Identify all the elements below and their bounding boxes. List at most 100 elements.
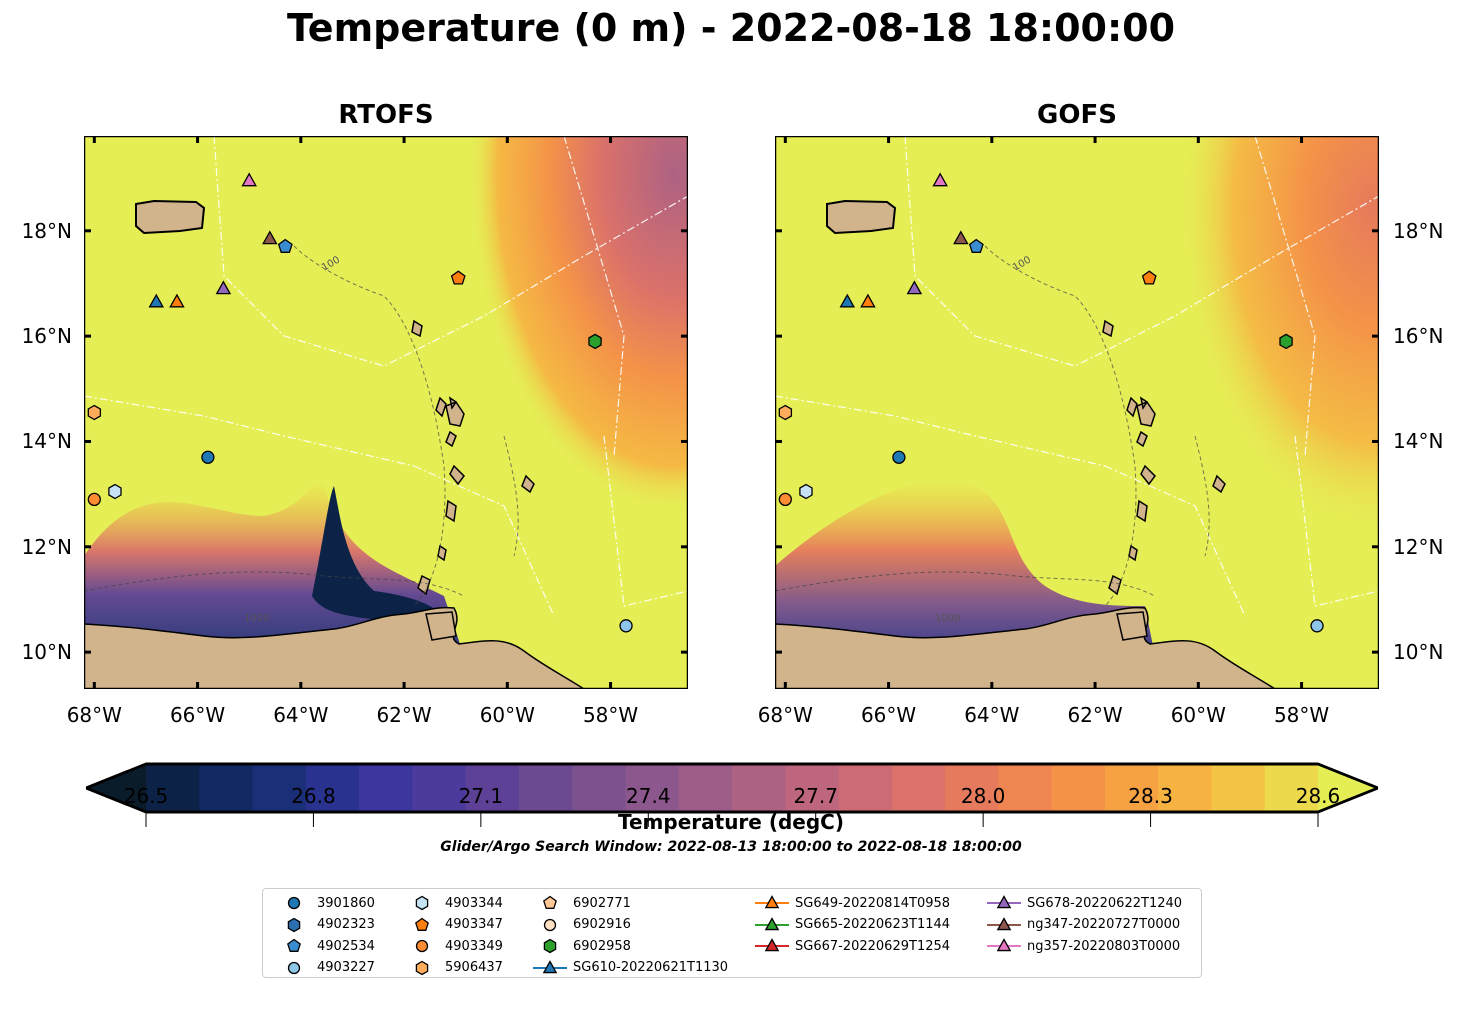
lon-tick-label: 62°W: [376, 703, 432, 727]
legend-label: SG678-20220622T1240: [1027, 895, 1183, 911]
legend-label: 4903227: [317, 960, 375, 975]
eez-boundaries: [775, 136, 1379, 617]
colorbar-segment: [412, 764, 467, 812]
legend-marker-icon: [287, 917, 301, 932]
cold-plume: [312, 486, 444, 621]
legend-item: SG678-20220622T1240: [987, 893, 1182, 913]
legend-label: 3901860: [317, 895, 375, 911]
lat-tick-label: 12°N: [1393, 534, 1444, 559]
colorbar: [85, 762, 1379, 827]
legend-marker-icon: [543, 938, 557, 954]
lon-tick-label: 66°W: [169, 703, 226, 727]
colorbar-tick-label: 26.8: [291, 784, 336, 808]
legend-label: 5906437: [445, 960, 503, 975]
legend-label: ng357-20220803T0000: [1027, 938, 1181, 954]
legend-item: 4903349: [405, 936, 503, 956]
panel-title-rtofs: RTOFS: [338, 100, 434, 130]
colorbar-segment: [252, 764, 307, 812]
lat-tick-label: 10°N: [1393, 640, 1444, 665]
colorbar-segment: [1158, 764, 1212, 812]
legend-label: 6902916: [573, 917, 631, 932]
colorbar-segment: [678, 764, 733, 812]
legend-item: 4902323: [277, 915, 375, 935]
legend-item: ng357-20220803T0000: [987, 936, 1180, 956]
legend-marker-icon: [755, 916, 789, 930]
figure-title: Temperature (0 m) - 2022-08-18 18:00:00: [286, 6, 1176, 50]
colorbar-segment: [1051, 764, 1106, 812]
observation-marker: [932, 172, 948, 187]
lat-tick-label: 16°N: [21, 324, 72, 349]
legend-item: 4902534: [277, 936, 375, 956]
legend-marker-icon: [287, 961, 301, 974]
observation-marker: [892, 450, 906, 464]
observation-marker: [241, 172, 257, 187]
legend-label: 4902323: [317, 917, 375, 932]
colorbar-segment: [572, 764, 626, 812]
legend-label: SG649-20220814T0958: [795, 895, 951, 911]
colorbar-label: Temperature (degC): [618, 810, 844, 834]
panel-title-gofs: GOFS: [1037, 100, 1117, 130]
colorbar-segment: [1264, 764, 1319, 812]
colorbar-tick-label: 27.7: [793, 784, 838, 808]
observation-marker: [108, 483, 122, 500]
legend-label: SG665-20220623T1144: [795, 917, 951, 932]
legend-marker-icon: [533, 959, 567, 973]
lon-tick-label: 64°W: [273, 703, 329, 727]
legend-marker-icon: [415, 939, 429, 953]
legend-item: 6902958: [533, 936, 631, 956]
lat-tick-label: 16°N: [1393, 324, 1444, 349]
colorbar-segment: [305, 764, 360, 812]
observation-marker: [778, 404, 793, 421]
lat-tick-label: 18°N: [1393, 218, 1444, 243]
observation-marker: [215, 280, 232, 295]
lon-tick-label: 58°W: [1273, 703, 1330, 727]
legend-marker-icon: [287, 896, 301, 910]
observation-marker: [860, 293, 876, 308]
observation-marker: [148, 293, 165, 308]
lat-tick-label: 12°N: [21, 534, 72, 559]
legend-marker-icon: [987, 895, 1021, 909]
colorbar-tick-label: 26.5: [123, 784, 169, 808]
legend-marker-icon: [287, 938, 301, 952]
legend-item: SG667-20220629T1254: [755, 936, 950, 956]
legend-item: 4903227: [277, 958, 375, 978]
lat-tick-label: 18°N: [21, 218, 72, 243]
legend-label: ng347-20220727T0000: [1027, 917, 1181, 932]
lat-tick-label: 14°N: [21, 429, 72, 454]
legend-marker-icon: [543, 918, 557, 931]
legend-label: 6902958: [573, 938, 631, 954]
legend-item: SG665-20220623T1144: [755, 915, 950, 935]
colorbar-segment: [359, 764, 413, 812]
bathymetry-contours: [775, 245, 1210, 607]
warm-anomaly-east: [410, 136, 688, 596]
legend-marker-icon: [755, 938, 789, 952]
colorbar-segment: [1211, 764, 1266, 812]
observation-marker: [450, 270, 466, 285]
colorbar-segment: [998, 764, 1053, 812]
observation-marker: [1310, 619, 1324, 633]
observation-marker: [906, 280, 923, 295]
legend-marker-icon: [755, 895, 789, 909]
legend-label: 4903344: [445, 895, 503, 911]
contour-label-1000: 1000: [244, 613, 269, 624]
contour-label-1000: 1000: [935, 613, 960, 624]
lon-tick-label: 62°W: [1067, 703, 1123, 727]
colorbar-segment: [146, 764, 200, 812]
lon-tick-label: 66°W: [860, 703, 917, 727]
colorbar-segment: [785, 764, 840, 812]
lat-tick-label: 10°N: [21, 640, 72, 665]
observation-marker: [619, 619, 633, 633]
lon-tick-label: 64°W: [964, 703, 1020, 727]
legend-label: 6902771: [573, 895, 631, 911]
observation-marker: [778, 492, 792, 507]
legend-label: 4903347: [445, 917, 503, 932]
map-frame: [84, 136, 688, 689]
bathymetry-contours: [84, 245, 519, 607]
colorbar-segment: [732, 764, 786, 812]
observation-marker: [588, 333, 602, 350]
observation-marker: [262, 230, 278, 245]
observation-marker: [277, 238, 293, 253]
land-puerto-rico: [826, 199, 897, 235]
legend-item: SG610-20220621T1130: [533, 958, 728, 978]
eez-boundaries: [84, 136, 688, 617]
